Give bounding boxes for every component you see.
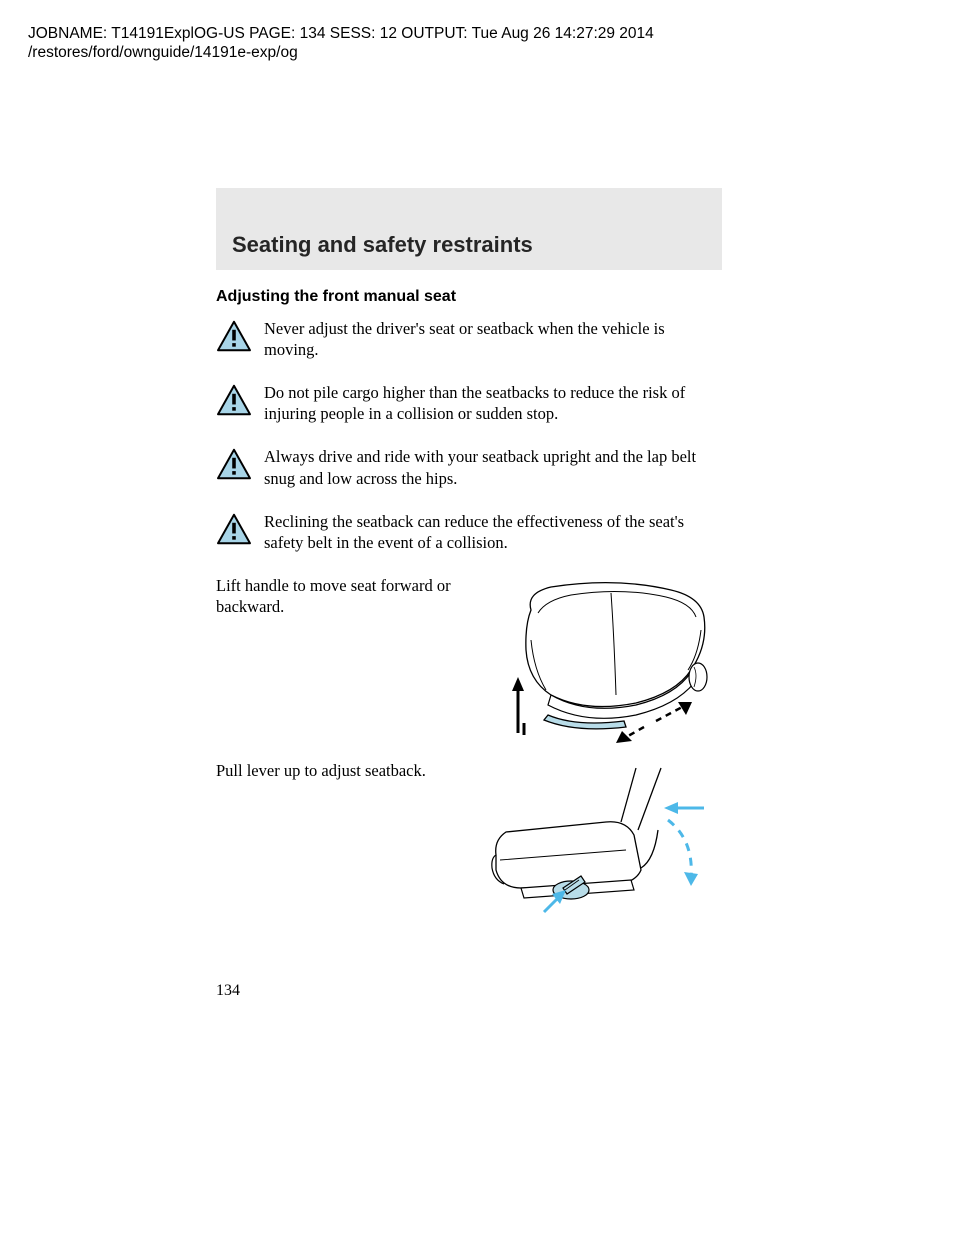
seatback-recline-illustration — [476, 760, 726, 925]
warning-block: Never adjust the driver's seat or seatba… — [216, 318, 722, 360]
instruction-text: Lift handle to move seat forward or back… — [216, 575, 466, 617]
chapter-title-banner: Seating and safety restraints — [216, 188, 722, 270]
warning-text: Do not pile cargo higher than the seatba… — [264, 382, 722, 424]
print-header-line2: /restores/ford/ownguide/14191e-exp/og — [28, 43, 654, 62]
warning-block: Reclining the seatback can reduce the ef… — [216, 511, 722, 553]
page-number: 134 — [216, 982, 240, 1000]
warning-block: Always drive and ride with your seatback… — [216, 446, 722, 488]
warning-text: Never adjust the driver's seat or seatba… — [264, 318, 722, 360]
warning-triangle-icon — [216, 384, 252, 416]
section-subheading: Adjusting the front manual seat — [216, 288, 722, 306]
warning-triangle-icon — [216, 448, 252, 480]
instruction-row: Lift handle to move seat forward or back… — [216, 575, 722, 750]
instruction-row: Pull lever up to adjust seatback. — [216, 760, 722, 925]
warning-triangle-icon — [216, 513, 252, 545]
warning-text: Always drive and ride with your seatback… — [264, 446, 722, 488]
instruction-text: Pull lever up to adjust seatback. — [216, 760, 466, 781]
page-content: Seating and safety restraints Adjusting … — [216, 188, 722, 935]
warning-triangle-icon — [216, 320, 252, 352]
warning-block: Do not pile cargo higher than the seatba… — [216, 382, 722, 424]
warning-text: Reclining the seatback can reduce the ef… — [264, 511, 722, 553]
print-header-line1: JOBNAME: T14191ExplOG-US PAGE: 134 SESS:… — [28, 24, 654, 43]
seat-slide-illustration — [476, 575, 726, 750]
chapter-title-text: Seating and safety restraints — [232, 232, 533, 257]
print-job-header: JOBNAME: T14191ExplOG-US PAGE: 134 SESS:… — [28, 24, 654, 63]
